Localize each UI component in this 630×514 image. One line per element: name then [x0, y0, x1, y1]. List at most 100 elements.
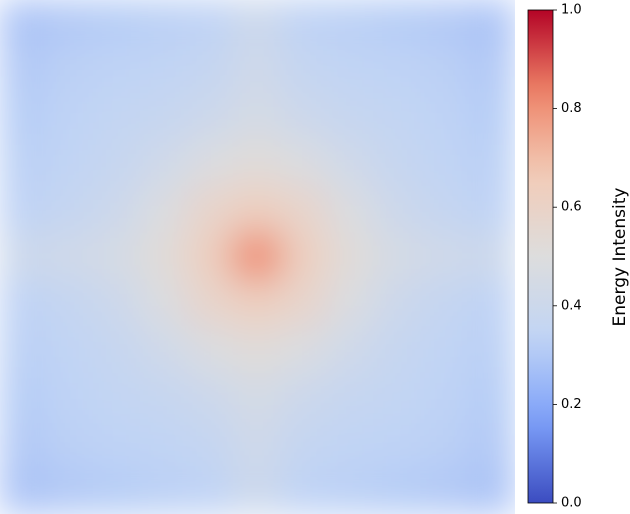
colorbar [527, 9, 554, 504]
heat-cell [45, 139, 95, 188]
heat-cell [373, 92, 423, 142]
heat-cell [186, 185, 236, 235]
heat-cell [233, 419, 282, 469]
heat-cell [279, 92, 329, 142]
heat-cell [139, 326, 189, 375]
heat-cell [45, 419, 95, 469]
heat-cell [373, 279, 423, 329]
heat-cell [279, 185, 329, 235]
heat-cell [420, 45, 470, 95]
heat-cell [326, 232, 376, 282]
heat-cell [186, 326, 236, 375]
heat-cell [0, 466, 48, 514]
heat-cell [326, 45, 376, 95]
heat-cell [279, 326, 329, 375]
heat-cell [326, 139, 376, 188]
heat-cell [326, 466, 376, 514]
heat-cell [139, 92, 189, 142]
heat-cell [186, 45, 236, 95]
heat-cell [373, 0, 423, 48]
heat-cell [420, 92, 470, 142]
heat-cell [373, 232, 423, 282]
heat-cell [139, 232, 189, 282]
heat-cell [279, 279, 329, 329]
heat-cell [326, 372, 376, 422]
heat-cell [92, 139, 142, 188]
heat-cell [373, 139, 423, 188]
heat-cell [279, 232, 329, 282]
heat-cell [0, 232, 48, 282]
heat-cell [420, 372, 470, 422]
heat-cell [467, 279, 515, 329]
heat-cell [0, 139, 48, 188]
heat-cell [233, 279, 282, 329]
colorbar-tick-label: 0.0 [561, 496, 582, 511]
heat-cell [233, 326, 282, 375]
heat-cell [326, 0, 376, 48]
heat-cell [0, 326, 48, 375]
heat-cell [139, 419, 189, 469]
heat-cell [233, 372, 282, 422]
heat-cell [139, 466, 189, 514]
colorbar-label: Energy Intensity [610, 188, 630, 327]
heat-cell [467, 232, 515, 282]
heat-cell [92, 326, 142, 375]
heat-cell [92, 232, 142, 282]
heat-cell [0, 92, 48, 142]
heat-cell [0, 0, 48, 48]
heat-cell [92, 45, 142, 95]
heat-cell [92, 185, 142, 235]
heat-cell [326, 185, 376, 235]
heat-cell [92, 419, 142, 469]
heat-cell [420, 139, 470, 188]
heat-cell [467, 326, 515, 375]
colorbar-tick-label: 0.8 [561, 101, 582, 116]
heat-cell [45, 45, 95, 95]
heat-cell [186, 419, 236, 469]
heat-cell [373, 326, 423, 375]
heat-cell [186, 139, 236, 188]
heat-cell [326, 326, 376, 375]
heat-cell [186, 92, 236, 142]
heat-cell [45, 279, 95, 329]
heat-cell [467, 466, 515, 514]
heat-cell [279, 419, 329, 469]
heat-cell [139, 372, 189, 422]
heat-cell [233, 139, 282, 188]
heat-cell [420, 185, 470, 235]
heat-cell [186, 372, 236, 422]
heat-cell [233, 232, 282, 282]
colorbar-tick-label: 0.6 [561, 200, 582, 215]
heat-cell [233, 45, 282, 95]
colorbar-tick-label: 0.2 [561, 397, 582, 412]
heat-cell [186, 279, 236, 329]
heat-cell [279, 372, 329, 422]
heat-cell [186, 466, 236, 514]
heat-cell [139, 0, 189, 48]
heatmap [0, 0, 515, 514]
heat-cell [467, 92, 515, 142]
heat-cell [139, 139, 189, 188]
heat-cell [279, 0, 329, 48]
heat-cell [92, 372, 142, 422]
heat-cell [0, 419, 48, 469]
heat-cell [420, 466, 470, 514]
heat-cell [233, 466, 282, 514]
heat-cell [326, 419, 376, 469]
heat-cell [373, 372, 423, 422]
heat-cell [45, 232, 95, 282]
colorbar-tick-label: 1.0 [561, 3, 582, 18]
heat-cell [45, 0, 95, 48]
heat-cell [467, 419, 515, 469]
heat-cell [92, 92, 142, 142]
heat-cell [45, 92, 95, 142]
heatmap-cells [0, 0, 515, 514]
heat-cell [186, 232, 236, 282]
heat-cell [233, 92, 282, 142]
heat-cell [186, 0, 236, 48]
heat-cell [279, 45, 329, 95]
heat-cell [233, 0, 282, 48]
heat-cell [420, 419, 470, 469]
heat-cell [373, 466, 423, 514]
heat-cell [420, 326, 470, 375]
